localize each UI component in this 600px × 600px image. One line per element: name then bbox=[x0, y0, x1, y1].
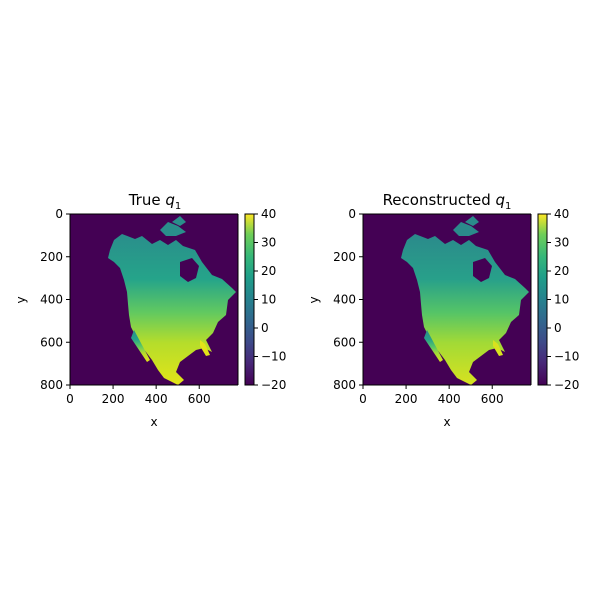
x-tick-label: 0 bbox=[66, 392, 74, 406]
y-tick-label: 0 bbox=[348, 207, 356, 221]
x-tick-label: 200 bbox=[102, 392, 125, 406]
x-tick-label: 0 bbox=[359, 392, 367, 406]
y-axis-label: y bbox=[307, 296, 321, 303]
x-axis-label: x bbox=[150, 415, 157, 429]
colorbar-tick-label: 0 bbox=[261, 321, 269, 335]
panel-title: Reconstructed q1 bbox=[383, 191, 512, 212]
colorbar-tick-label: 10 bbox=[554, 293, 569, 307]
x-tick-label: 200 bbox=[395, 392, 418, 406]
colorbar-tick-label: −20 bbox=[261, 378, 286, 392]
y-axis-label: y bbox=[14, 296, 28, 303]
panel-reconstructed: Reconstructed q1 0 200 400 600 020040060080… bbox=[307, 191, 579, 429]
y-tick-label: 800 bbox=[333, 378, 356, 392]
x-axis-label: x bbox=[443, 415, 450, 429]
colorbar bbox=[538, 214, 547, 385]
colorbar-tick-label: 40 bbox=[554, 207, 569, 221]
y-tick-label: 600 bbox=[333, 335, 356, 349]
y-tick-label: 200 bbox=[40, 250, 63, 264]
colorbar-tick-label: 30 bbox=[554, 236, 569, 250]
colorbar-tick-label: 10 bbox=[261, 293, 276, 307]
colorbar-tick-label: 20 bbox=[554, 264, 569, 278]
x-tick-label: 600 bbox=[188, 392, 211, 406]
colorbar-tick-label: 30 bbox=[261, 236, 276, 250]
y-tick-label: 400 bbox=[40, 293, 63, 307]
y-tick-label: 800 bbox=[40, 378, 63, 392]
x-tick-label: 400 bbox=[438, 392, 461, 406]
colorbar-tick-label: 20 bbox=[261, 264, 276, 278]
y-tick-label: 600 bbox=[40, 335, 63, 349]
colorbar-tick-label: −10 bbox=[554, 350, 579, 364]
colorbar-tick-label: 40 bbox=[261, 207, 276, 221]
x-tick-label: 600 bbox=[481, 392, 504, 406]
colorbar-tick-label: −10 bbox=[261, 350, 286, 364]
colorbar-tick-label: −20 bbox=[554, 378, 579, 392]
y-tick-label: 0 bbox=[55, 207, 63, 221]
colorbar bbox=[245, 214, 254, 385]
y-tick-label: 200 bbox=[333, 250, 356, 264]
colorbar-tick-label: 0 bbox=[554, 321, 562, 335]
panel-title: True q1 bbox=[128, 191, 182, 212]
y-tick-label: 400 bbox=[333, 293, 356, 307]
x-tick-label: 400 bbox=[145, 392, 168, 406]
